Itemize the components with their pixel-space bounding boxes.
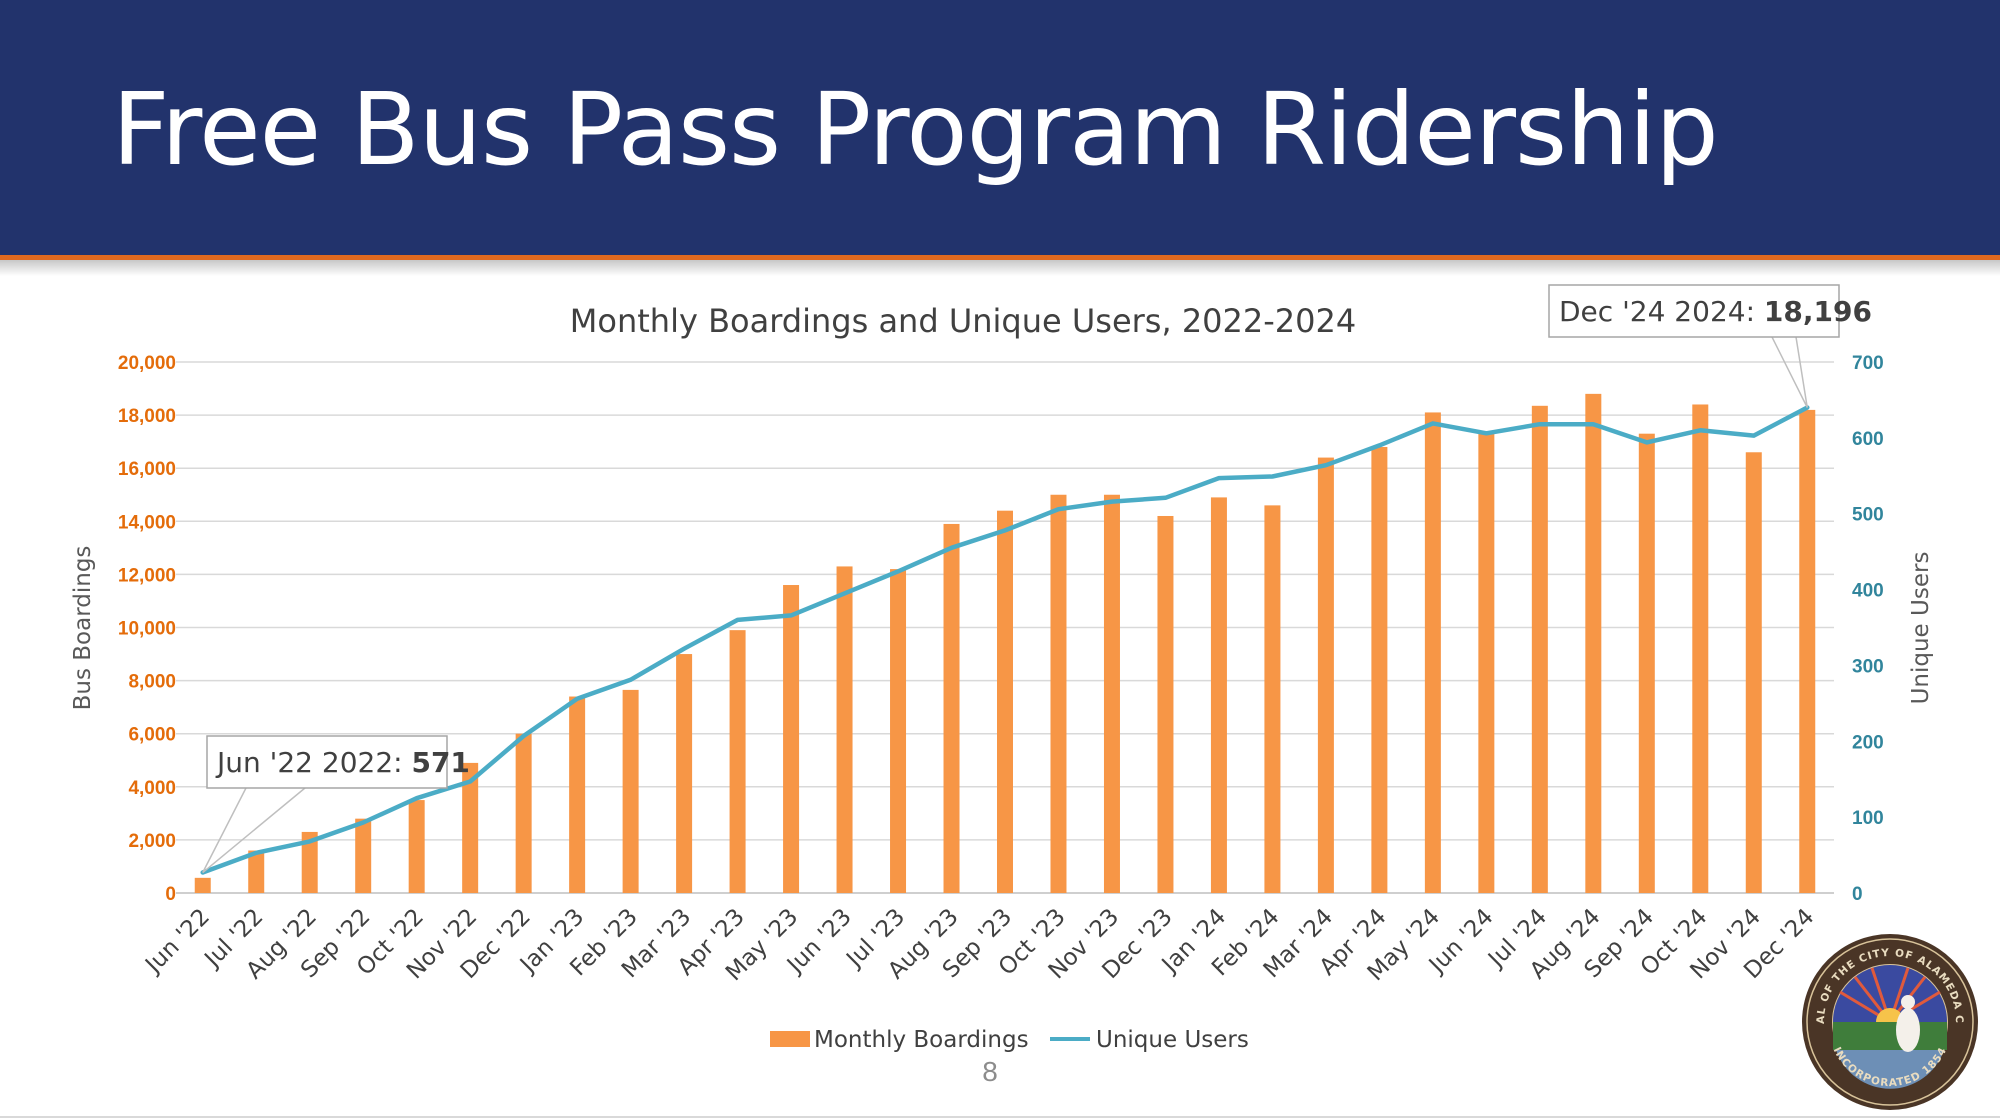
legend-label-monthly-boardings: Monthly Boardings bbox=[814, 1027, 1029, 1053]
callout-box bbox=[206, 735, 448, 789]
city-seal-logo: SEAL OF THE CITY OF ALAMEDA CAL INCORPOR… bbox=[1800, 932, 1978, 1110]
x-axis-tick-label: Jun '22 bbox=[139, 904, 215, 980]
slide-title: Free Bus Pass Program Ridership bbox=[112, 71, 1719, 188]
bar-monthly-boardings bbox=[569, 696, 586, 893]
bar-monthly-boardings bbox=[1531, 405, 1548, 893]
left-axis-tick-label: 2,000 bbox=[128, 831, 176, 852]
legend-label-unique-users: Unique Users bbox=[1096, 1027, 1249, 1053]
line-unique-users bbox=[200, 405, 1810, 875]
left-axis-tick-label: 6,000 bbox=[128, 725, 176, 746]
callout-text: Dec '24 2024: 18,196 bbox=[1559, 295, 1872, 328]
callout-value: 571 bbox=[411, 746, 469, 779]
bar-monthly-boardings bbox=[1157, 515, 1174, 893]
bar-monthly-boardings bbox=[1799, 409, 1816, 893]
callout-label: Dec '24 2024: bbox=[1559, 295, 1764, 328]
header-accent-rule bbox=[0, 255, 2000, 260]
bar-monthly-boardings bbox=[1317, 457, 1334, 893]
left-axis-tick-label: 10,000 bbox=[118, 619, 176, 640]
left-axis-tick-label: 0 bbox=[165, 884, 176, 905]
bar-monthly-boardings bbox=[355, 818, 372, 893]
bar-monthly-boardings bbox=[1424, 412, 1441, 893]
header-shadow bbox=[0, 260, 2000, 276]
right-axis-tick-label: 400 bbox=[1852, 581, 1884, 602]
chart-legend: Monthly Boardings Unique Users bbox=[770, 1027, 1249, 1053]
bar-monthly-boardings bbox=[1745, 452, 1762, 893]
right-axis-tick-label: 700 bbox=[1852, 353, 1884, 374]
left-axis-tick-label: 14,000 bbox=[118, 512, 176, 533]
bar-monthly-boardings bbox=[462, 762, 479, 893]
bar-monthly-boardings bbox=[997, 510, 1013, 893]
right-axis-tick-label: 200 bbox=[1852, 732, 1884, 753]
slide-bottom-border bbox=[0, 1116, 2000, 1118]
bar-monthly-boardings bbox=[194, 877, 211, 893]
bar-monthly-boardings bbox=[783, 585, 800, 893]
bar-monthly-boardings bbox=[1478, 433, 1495, 893]
bar-monthly-boardings bbox=[408, 800, 425, 893]
callout-box bbox=[1548, 284, 1840, 338]
legend-swatch-monthly-boardings bbox=[770, 1031, 810, 1047]
right-axis-tick-label: 300 bbox=[1852, 656, 1884, 677]
callout-leader-line bbox=[1771, 336, 1809, 408]
left-axis-tick-label: 12,000 bbox=[118, 565, 176, 586]
right-axis-tick-label: 600 bbox=[1852, 429, 1884, 450]
left-axis-tick-label: 8,000 bbox=[128, 672, 176, 693]
callout-value: 18,196 bbox=[1764, 295, 1872, 328]
right-axis-tick-label: 0 bbox=[1852, 884, 1863, 905]
bar-monthly-boardings bbox=[1638, 433, 1655, 893]
bar-monthly-boardings bbox=[1210, 497, 1227, 893]
left-axis-tick-label: 4,000 bbox=[128, 778, 176, 799]
bar-monthly-boardings bbox=[622, 689, 639, 893]
callout-label: Jun '22 2022: bbox=[215, 746, 411, 779]
bar-monthly-boardings bbox=[1585, 393, 1602, 893]
bar-monthly-boardings bbox=[1692, 404, 1709, 893]
y-axis-title: Bus Boardings bbox=[70, 546, 96, 711]
y2-axis-title: Unique Users bbox=[1908, 552, 1934, 705]
data-callout: Dec '24 2024: 18,196 bbox=[1548, 284, 1872, 408]
bar-monthly-boardings bbox=[1103, 494, 1120, 893]
left-axis-tick-label: 18,000 bbox=[118, 406, 176, 427]
page-number: 8 bbox=[982, 1056, 998, 1087]
left-axis-tick-label: 16,000 bbox=[118, 459, 176, 480]
data-callout: Jun '22 2022: 571 bbox=[202, 735, 470, 874]
bar-monthly-boardings bbox=[301, 831, 318, 893]
callout-text: Jun '22 2022: 571 bbox=[215, 746, 470, 779]
title-banner bbox=[0, 0, 2000, 255]
callout-leader-line bbox=[202, 787, 306, 874]
right-axis-tick-label: 500 bbox=[1852, 505, 1884, 526]
bar-monthly-boardings bbox=[890, 569, 907, 893]
chart-title: Monthly Boardings and Unique Users, 2022… bbox=[570, 302, 1356, 340]
bar-monthly-boardings bbox=[248, 850, 265, 893]
bar-monthly-boardings bbox=[1264, 505, 1281, 893]
bar-monthly-boardings bbox=[729, 630, 746, 893]
bar-monthly-boardings bbox=[1371, 446, 1388, 893]
bar-monthly-boardings bbox=[515, 733, 532, 893]
left-axis-tick-label: 20,000 bbox=[118, 353, 176, 374]
bar-monthly-boardings bbox=[676, 654, 693, 893]
bar-monthly-boardings bbox=[836, 566, 853, 893]
bar-monthly-boardings bbox=[1050, 494, 1067, 893]
right-axis-tick-label: 100 bbox=[1852, 808, 1884, 829]
bar-monthly-boardings bbox=[943, 523, 960, 893]
